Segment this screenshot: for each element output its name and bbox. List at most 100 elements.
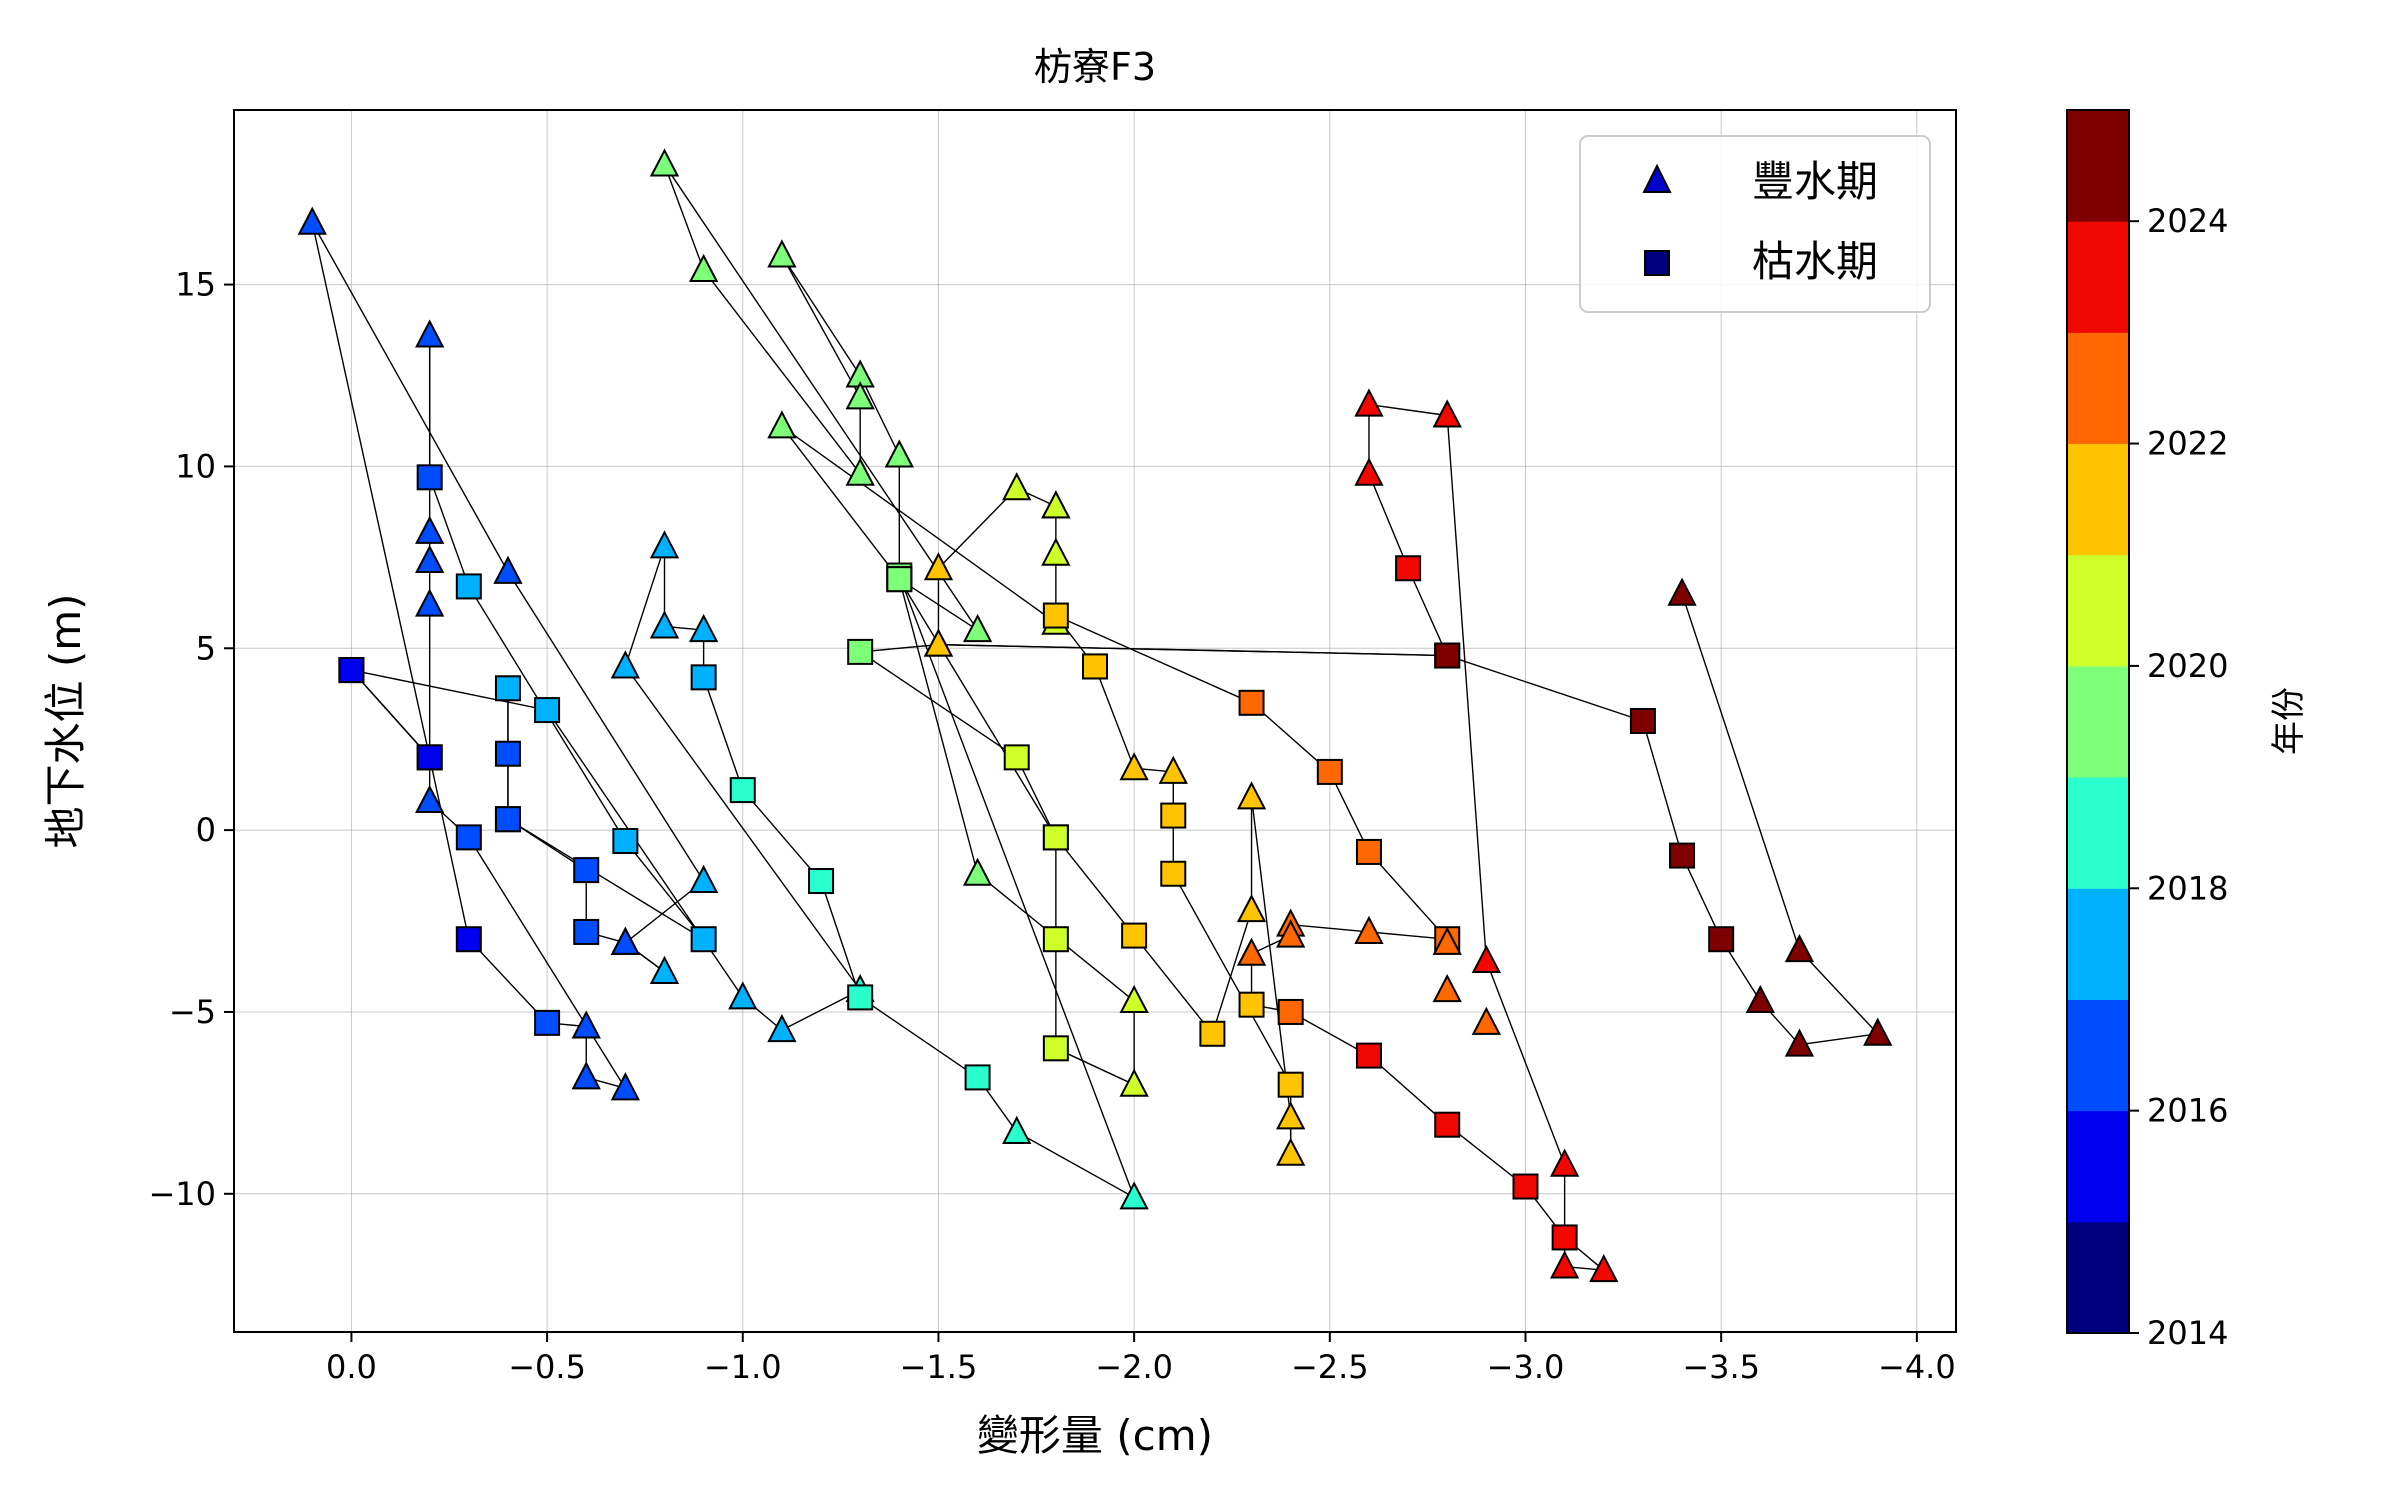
path-segment	[1407, 567, 1448, 656]
chart-title: 枋寮F3	[1034, 45, 1156, 89]
path-segment	[1055, 1047, 1135, 1086]
legend-label-wet-season: 豐水期	[1752, 157, 1878, 206]
wet-season-point	[923, 552, 954, 581]
colorbar-band	[2067, 443, 2129, 556]
path-segment	[428, 757, 470, 940]
colorbar-tick-label: 2018	[2147, 869, 2228, 907]
path-segment	[1211, 909, 1253, 1034]
path-segment	[1368, 1055, 1448, 1126]
path-segment	[1172, 873, 1292, 1086]
colorbar-tick-label: 2016	[2147, 1092, 2228, 1130]
dry-season-point	[534, 1009, 561, 1036]
colorbar-frame	[2066, 109, 2130, 1334]
path-segment	[663, 164, 979, 631]
dry-season-point	[1042, 824, 1069, 851]
colorbar-band	[2067, 777, 2129, 889]
wet-season-point	[1236, 781, 1267, 810]
wet-season-point	[728, 981, 758, 1010]
colorbar-tick-label: 2014	[2147, 1314, 2228, 1352]
wet-season-point	[415, 588, 445, 617]
path-segment	[1290, 923, 1370, 933]
wet-season-point	[767, 239, 797, 268]
y-axis-ticks: 15 10 5 0 −5 −10	[148, 266, 234, 1213]
wet-season-point	[1863, 1017, 1893, 1046]
y-tick-label: 10	[175, 447, 216, 485]
wet-season-point	[649, 610, 680, 639]
dry-season-point	[573, 918, 600, 945]
path-segment	[1446, 1124, 1526, 1188]
wet-season-point	[1549, 1148, 1580, 1177]
path-segment	[1446, 415, 1488, 962]
dry-season-point	[847, 984, 874, 1011]
wet-season-point	[688, 864, 719, 894]
dry-season-point	[1629, 708, 1656, 734]
dry-season-point	[1434, 642, 1461, 669]
dry-season-point	[1238, 991, 1265, 1018]
colorbar-band	[2067, 888, 2129, 1000]
wet-season-point	[649, 955, 680, 984]
path-segment	[938, 643, 1448, 657]
path-segment	[781, 255, 861, 376]
dry-season-point	[1082, 653, 1108, 680]
wet-season-point	[1276, 1101, 1306, 1130]
wet-season-point	[297, 206, 327, 235]
dry-season-point	[416, 744, 443, 771]
path-segment	[898, 575, 1135, 1198]
path-segment	[507, 818, 705, 940]
colorbar-label: 年份	[2269, 687, 2309, 755]
x-axis-ticks: 0.0 −0.5 −1.0 −1.5 −2.0 −2.5 −3.0 −3.5 −4.0	[326, 1332, 1956, 1386]
wet-season-point	[1354, 388, 1384, 417]
x-tick-label: −1.0	[704, 1348, 782, 1386]
dry-season-point	[1551, 1224, 1578, 1251]
wet-season-point	[1784, 933, 1815, 963]
y-tick-label: −10	[148, 1175, 216, 1213]
path-segment	[703, 269, 861, 475]
dry-season-point	[847, 638, 874, 665]
path-segment	[1290, 1011, 1370, 1057]
wet-season-point	[1119, 752, 1149, 781]
wet-season-point	[1158, 755, 1188, 784]
path-segment	[546, 709, 744, 998]
dry-season-point	[1042, 926, 1069, 953]
path-segment	[1016, 1131, 1135, 1199]
grid	[234, 110, 1956, 1332]
x-axis-label: 變形量 (cm)	[977, 1411, 1213, 1460]
path-segment	[1447, 654, 1644, 722]
path-segment	[507, 571, 705, 882]
wet-season-point	[962, 613, 993, 643]
wet-season-point	[1432, 926, 1462, 955]
wet-season-point	[845, 381, 875, 410]
y-tick-label: 0	[196, 811, 216, 849]
path-segment	[507, 818, 587, 871]
path-segment	[859, 996, 978, 1078]
wet-season-point	[649, 530, 680, 559]
dry-season-point	[1003, 744, 1030, 771]
wet-season-point	[1236, 937, 1267, 966]
x-tick-label: −3.5	[1682, 1348, 1760, 1386]
dry-season-point	[1355, 838, 1382, 865]
path-segment	[624, 546, 666, 667]
wet-season-point	[415, 784, 445, 814]
wet-season-point	[1549, 1250, 1580, 1279]
path-segment	[1250, 797, 1292, 1118]
path-segment	[1485, 960, 1566, 1165]
legend-triangle-marker	[1642, 163, 1672, 193]
path-segment	[1799, 1033, 1878, 1046]
dry-season-point	[1355, 1042, 1382, 1069]
path-segment	[1016, 757, 1057, 838]
wet-season-point	[571, 1061, 601, 1090]
wet-season-point	[688, 613, 719, 643]
x-tick-label: 0.0	[326, 1348, 377, 1386]
legend-label-dry-season: 枯水期	[1752, 237, 1878, 286]
path-segment	[860, 643, 939, 653]
wet-season-point	[1276, 919, 1306, 948]
wet-season-point	[415, 319, 445, 348]
dry-season-point	[964, 1064, 991, 1091]
wet-season-point	[1276, 1137, 1306, 1166]
colorbar-band	[2067, 332, 2129, 445]
wet-season-point	[1432, 973, 1462, 1003]
dry-season-point	[1708, 926, 1735, 953]
wet-season-point	[1784, 1028, 1815, 1057]
path-segment	[898, 578, 979, 874]
